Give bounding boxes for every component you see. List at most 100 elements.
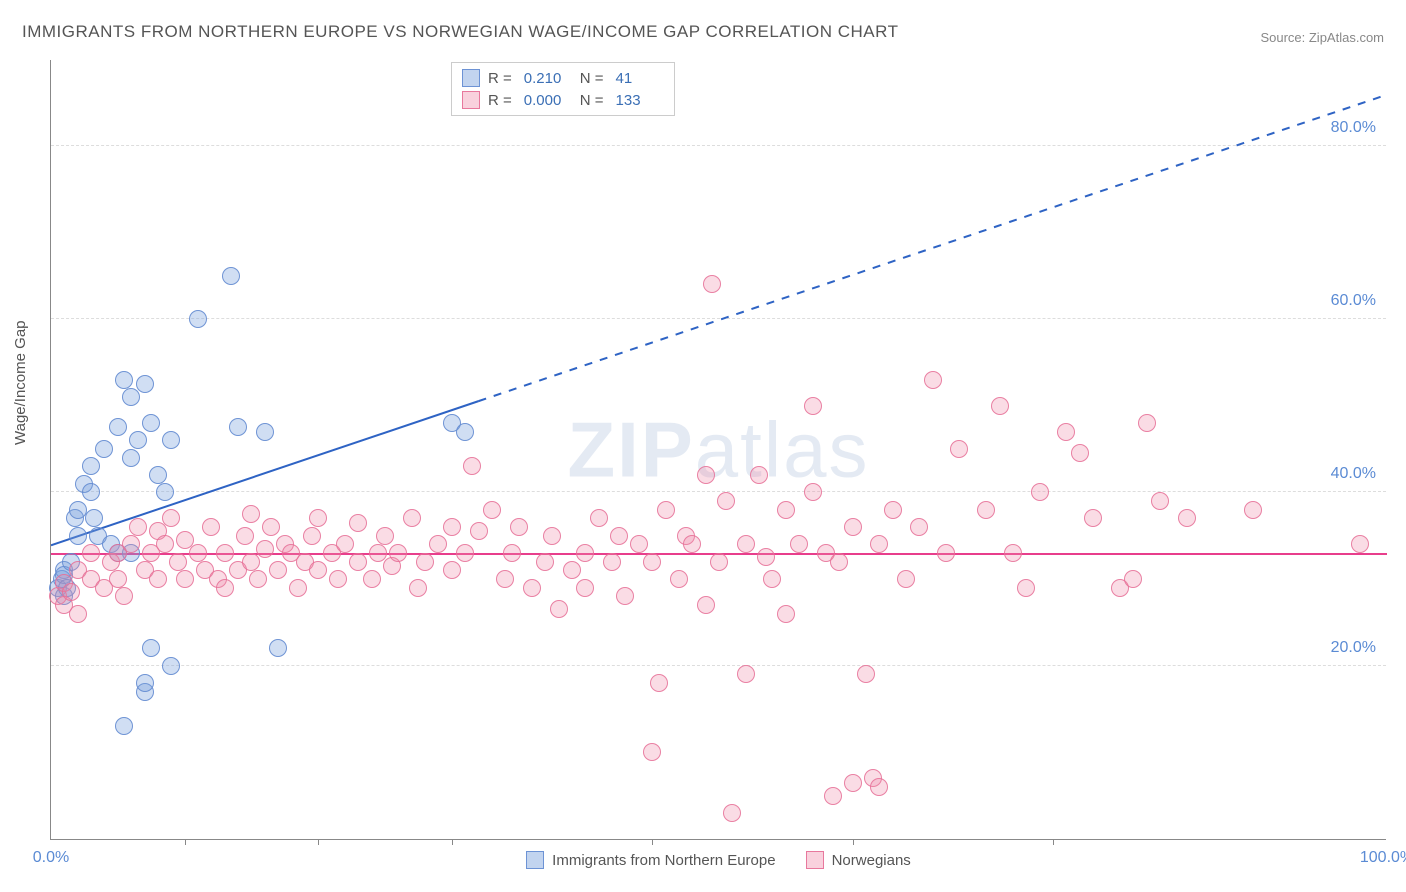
n-label: N = [580, 70, 604, 87]
data-point [884, 501, 902, 519]
data-point [262, 518, 280, 536]
data-point [483, 501, 501, 519]
data-point [216, 579, 234, 597]
swatch-b [806, 851, 824, 869]
data-point [136, 375, 154, 393]
series-legend: Immigrants from Northern Europe Norwegia… [51, 851, 1386, 869]
data-point [1031, 483, 1049, 501]
data-point [162, 657, 180, 675]
source-label: Source: ZipAtlas.com [1260, 30, 1384, 45]
legend-item-b: Norwegians [806, 851, 911, 869]
data-point [142, 414, 160, 432]
data-point [1124, 570, 1142, 588]
x-tick [452, 839, 453, 845]
data-point [717, 492, 735, 510]
data-point [590, 509, 608, 527]
data-point [376, 527, 394, 545]
watermark: ZIPatlas [567, 404, 869, 495]
data-point [176, 570, 194, 588]
data-point [470, 522, 488, 540]
data-point [777, 501, 795, 519]
r-label: R = [488, 70, 512, 87]
data-point [657, 501, 675, 519]
data-point [763, 570, 781, 588]
y-tick-label: 60.0% [1331, 292, 1376, 310]
data-point [289, 579, 307, 597]
data-point [69, 605, 87, 623]
gridline [51, 318, 1386, 319]
data-point [109, 570, 127, 588]
data-point [824, 787, 842, 805]
x-tick [853, 839, 854, 845]
data-point [349, 514, 367, 532]
data-point [136, 674, 154, 692]
data-point [189, 310, 207, 328]
data-point [162, 509, 180, 527]
data-point [643, 743, 661, 761]
x-tick [1053, 839, 1054, 845]
data-point [109, 418, 127, 436]
data-point [349, 553, 367, 571]
data-point [550, 600, 568, 618]
data-point [236, 527, 254, 545]
data-point [149, 570, 167, 588]
data-point [697, 596, 715, 614]
trend-lines [51, 60, 1387, 840]
data-point [229, 418, 247, 436]
data-point [924, 371, 942, 389]
data-point [523, 579, 541, 597]
data-point [269, 639, 287, 657]
data-point [844, 518, 862, 536]
data-point [82, 483, 100, 501]
data-point [115, 371, 133, 389]
data-point [1084, 509, 1102, 527]
data-point [536, 553, 554, 571]
data-point [269, 561, 287, 579]
data-point [804, 397, 822, 415]
data-point [670, 570, 688, 588]
y-tick-label: 40.0% [1331, 465, 1376, 483]
data-point [122, 388, 140, 406]
legend-label-b: Norwegians [832, 852, 911, 869]
data-point [69, 527, 87, 545]
data-point [1178, 509, 1196, 527]
data-point [62, 583, 80, 601]
data-point [950, 440, 968, 458]
data-point [630, 535, 648, 553]
data-point [1151, 492, 1169, 510]
data-point [443, 518, 461, 536]
data-point [389, 544, 407, 562]
data-point [189, 544, 207, 562]
data-point [456, 544, 474, 562]
data-point [115, 717, 133, 735]
r-value-a: 0.210 [524, 70, 572, 87]
data-point [309, 509, 327, 527]
data-point [1138, 414, 1156, 432]
data-point [543, 527, 561, 545]
data-point [156, 535, 174, 553]
data-point [456, 423, 474, 441]
gridline [51, 491, 1386, 492]
y-tick-label: 20.0% [1331, 639, 1376, 657]
data-point [1351, 535, 1369, 553]
data-point [777, 605, 795, 623]
data-point [1244, 501, 1262, 519]
data-point [1071, 444, 1089, 462]
data-point [1004, 544, 1022, 562]
data-point [683, 535, 701, 553]
data-point [510, 518, 528, 536]
data-point [443, 561, 461, 579]
data-point [115, 587, 133, 605]
data-point [122, 535, 140, 553]
legend-label-a: Immigrants from Northern Europe [552, 852, 775, 869]
data-point [616, 587, 634, 605]
data-point [737, 535, 755, 553]
y-axis-label: Wage/Income Gap [12, 320, 29, 445]
data-point [149, 466, 167, 484]
x-tick-label: 0.0% [33, 849, 69, 867]
data-point [142, 639, 160, 657]
data-point [757, 548, 775, 566]
data-point [1057, 423, 1075, 441]
data-point [830, 553, 848, 571]
data-point [403, 509, 421, 527]
